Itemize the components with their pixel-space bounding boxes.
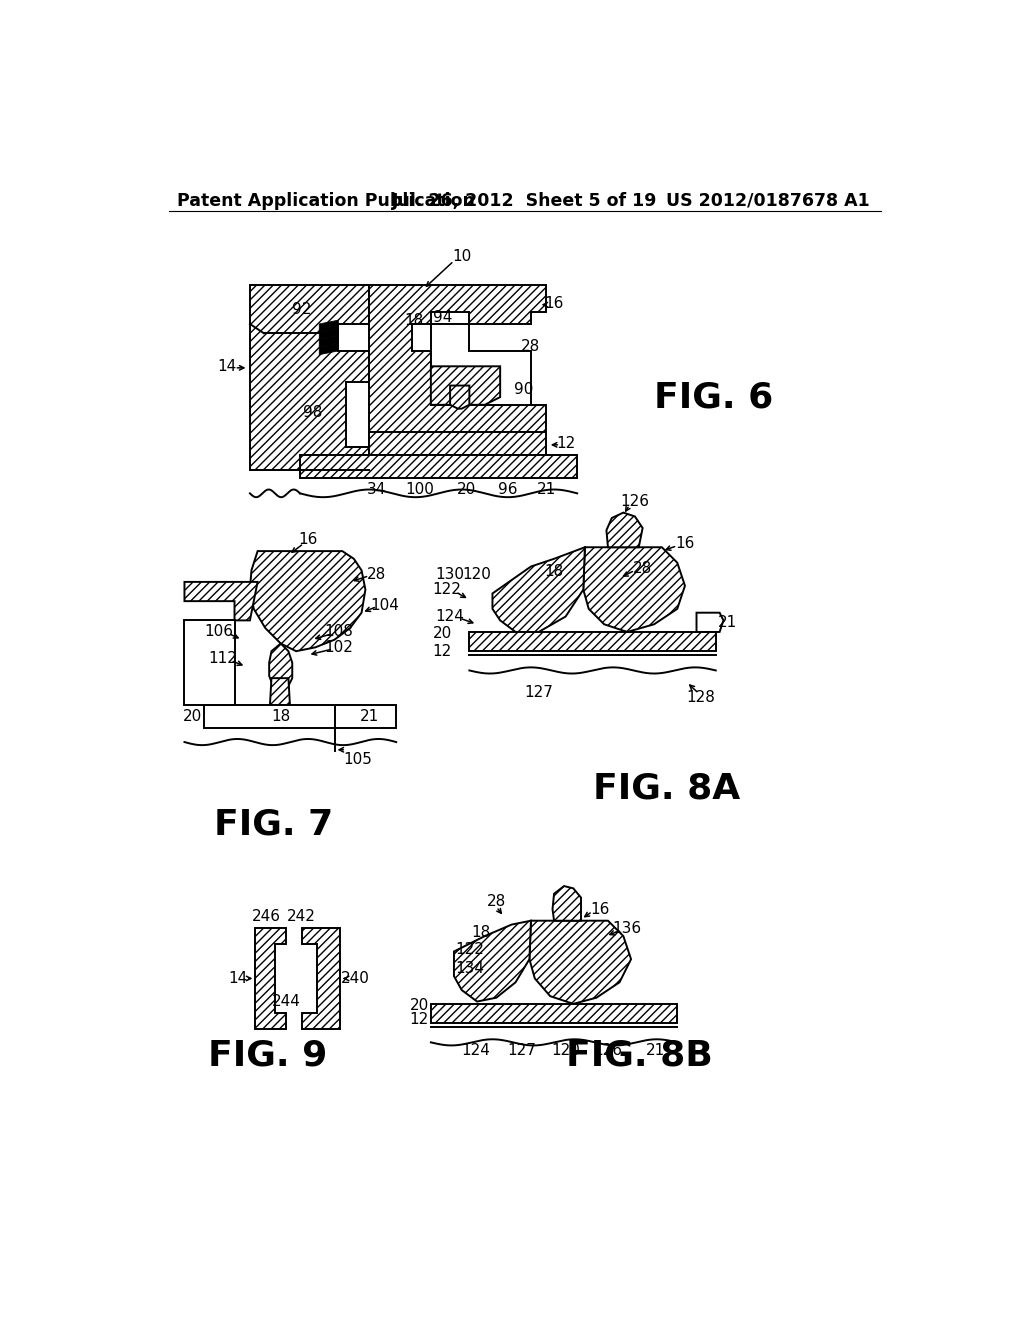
Text: 102: 102 <box>324 640 353 655</box>
Polygon shape <box>370 285 547 451</box>
Text: 104: 104 <box>371 598 399 612</box>
Text: 134: 134 <box>455 961 484 975</box>
Polygon shape <box>431 323 531 405</box>
Text: 128: 128 <box>686 690 715 705</box>
Text: Jul. 26, 2012  Sheet 5 of 19: Jul. 26, 2012 Sheet 5 of 19 <box>392 191 657 210</box>
Text: 96: 96 <box>498 482 517 498</box>
Text: 18: 18 <box>271 709 291 725</box>
Text: FIG. 7: FIG. 7 <box>214 808 333 841</box>
Text: 127: 127 <box>524 685 553 700</box>
Text: 127: 127 <box>507 1043 537 1057</box>
Polygon shape <box>184 620 234 705</box>
Text: 21: 21 <box>359 709 379 725</box>
Text: US 2012/0187678 A1: US 2012/0187678 A1 <box>666 191 869 210</box>
Text: 120: 120 <box>463 566 492 582</box>
Polygon shape <box>451 385 469 409</box>
Text: 136: 136 <box>612 921 642 936</box>
Text: 94: 94 <box>433 310 453 325</box>
Text: 20: 20 <box>433 626 452 642</box>
Polygon shape <box>553 886 581 921</box>
Text: 28: 28 <box>486 894 506 909</box>
Polygon shape <box>255 928 286 1028</box>
Text: 130: 130 <box>435 566 465 582</box>
Text: 246: 246 <box>252 909 282 924</box>
Text: 126: 126 <box>594 1043 623 1057</box>
Text: FIG. 9: FIG. 9 <box>208 1039 327 1072</box>
Text: 18: 18 <box>545 565 563 579</box>
Text: 14: 14 <box>217 359 237 374</box>
Text: FIG. 8B: FIG. 8B <box>565 1039 713 1072</box>
Polygon shape <box>269 644 292 692</box>
Polygon shape <box>529 921 631 1003</box>
Polygon shape <box>184 582 258 620</box>
Polygon shape <box>431 367 500 405</box>
Polygon shape <box>319 343 339 355</box>
Text: 92: 92 <box>292 302 311 317</box>
Text: 20: 20 <box>457 482 476 498</box>
Polygon shape <box>250 285 370 470</box>
Text: 12: 12 <box>410 1011 429 1027</box>
Text: 122: 122 <box>432 582 461 597</box>
Polygon shape <box>270 678 290 705</box>
Polygon shape <box>370 432 547 455</box>
Text: 106: 106 <box>205 624 233 639</box>
Polygon shape <box>319 327 339 339</box>
Text: 126: 126 <box>621 494 649 508</box>
Text: 244: 244 <box>271 994 300 1008</box>
Text: 12: 12 <box>433 644 452 659</box>
Text: 34: 34 <box>368 482 387 498</box>
Text: 28: 28 <box>368 566 387 582</box>
Polygon shape <box>204 705 396 729</box>
Text: 21: 21 <box>537 482 556 498</box>
Polygon shape <box>300 455 578 478</box>
Text: 28: 28 <box>521 339 541 354</box>
Text: 242: 242 <box>287 909 316 924</box>
Text: 10: 10 <box>452 249 471 264</box>
Polygon shape <box>469 632 716 651</box>
Text: 20: 20 <box>182 709 202 725</box>
Text: 16: 16 <box>545 296 564 310</box>
Polygon shape <box>319 321 339 331</box>
Text: 21: 21 <box>718 615 737 630</box>
Text: 20: 20 <box>410 998 429 1012</box>
Text: 18: 18 <box>404 313 424 327</box>
Polygon shape <box>301 928 340 1028</box>
Text: 108: 108 <box>324 624 353 639</box>
Polygon shape <box>606 512 643 548</box>
Text: 100: 100 <box>404 482 434 498</box>
Text: 240: 240 <box>341 972 370 986</box>
Text: FIG. 6: FIG. 6 <box>654 380 773 414</box>
Text: 124: 124 <box>461 1043 489 1057</box>
Text: 21: 21 <box>646 1043 666 1057</box>
Text: 120: 120 <box>551 1043 580 1057</box>
Text: 16: 16 <box>675 536 694 550</box>
Text: 112: 112 <box>209 651 238 667</box>
Text: 98: 98 <box>303 405 323 420</box>
Text: Patent Application Publication: Patent Application Publication <box>177 191 475 210</box>
Text: 18: 18 <box>471 925 490 940</box>
Polygon shape <box>696 612 724 632</box>
Text: 105: 105 <box>343 751 372 767</box>
Polygon shape <box>584 548 685 632</box>
Text: 90: 90 <box>514 381 532 397</box>
Polygon shape <box>493 548 585 632</box>
Polygon shape <box>319 335 339 347</box>
Text: 16: 16 <box>591 902 610 916</box>
Text: 124: 124 <box>435 609 465 624</box>
Polygon shape <box>431 1003 677 1023</box>
Text: 122: 122 <box>455 942 483 957</box>
Polygon shape <box>454 921 531 1002</box>
Text: 16: 16 <box>298 532 317 546</box>
Text: FIG. 8A: FIG. 8A <box>593 771 739 805</box>
Polygon shape <box>250 552 366 651</box>
Text: 14: 14 <box>228 972 248 986</box>
Text: 12: 12 <box>556 436 575 451</box>
Text: 28: 28 <box>633 561 652 577</box>
